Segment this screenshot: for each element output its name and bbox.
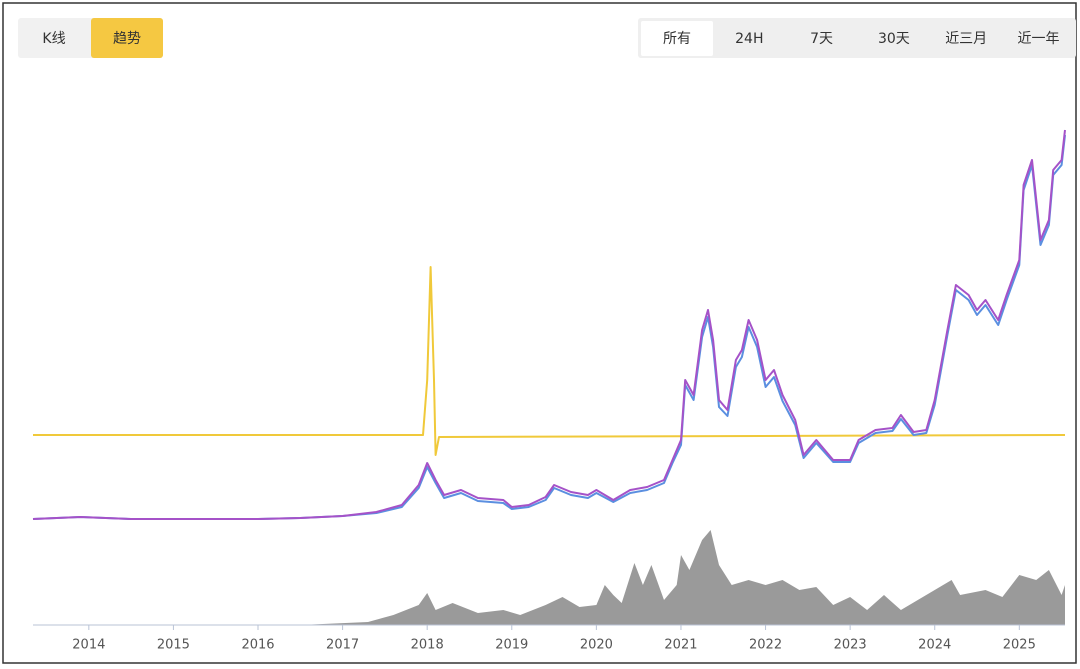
volume-area bbox=[33, 530, 1065, 625]
mode-button[interactable]: K线 bbox=[42, 31, 65, 47]
chart: 2014 2015 2016 2017 2018 2019 2020 2021 2022 2023… bbox=[32, 129, 1066, 653]
price-line bbox=[32, 134, 1066, 520]
x-tick-label: 2015 bbox=[157, 638, 190, 653]
range-button[interactable]: 近三月 bbox=[945, 31, 987, 47]
range-group bbox=[638, 18, 1076, 58]
x-tick-label: 2018 bbox=[411, 638, 444, 653]
price-line bbox=[32, 129, 1066, 520]
x-tick-label: 2016 bbox=[241, 638, 274, 653]
range-button[interactable]: 所有 bbox=[663, 31, 691, 47]
x-tick-label: 2025 bbox=[1003, 638, 1036, 653]
range-active[interactable] bbox=[641, 21, 713, 56]
range-button[interactable]: 近一年 bbox=[1018, 31, 1060, 47]
x-tick-label: 2022 bbox=[749, 638, 782, 653]
range-button[interactable]: 7天 bbox=[810, 31, 833, 47]
price-line bbox=[33, 266, 1066, 456]
range-button[interactable]: 30天 bbox=[878, 31, 910, 47]
x-tick-label: 2024 bbox=[918, 638, 951, 653]
toolbar: K线 趋势 所有 24H 7天 30天 近三月 近一年 bbox=[18, 18, 1076, 58]
x-tick-label: 2014 bbox=[72, 638, 105, 653]
x-tick-label: 2023 bbox=[834, 638, 867, 653]
x-tick-label: 2017 bbox=[326, 638, 359, 653]
mode-button[interactable]: 趋势 bbox=[113, 31, 141, 47]
x-tick-label: 2021 bbox=[664, 638, 697, 653]
x-tick-label: 2020 bbox=[580, 638, 613, 653]
range-button[interactable]: 24H bbox=[735, 31, 763, 47]
mode-active[interactable] bbox=[91, 18, 163, 58]
x-tick-label: 2019 bbox=[495, 638, 528, 653]
